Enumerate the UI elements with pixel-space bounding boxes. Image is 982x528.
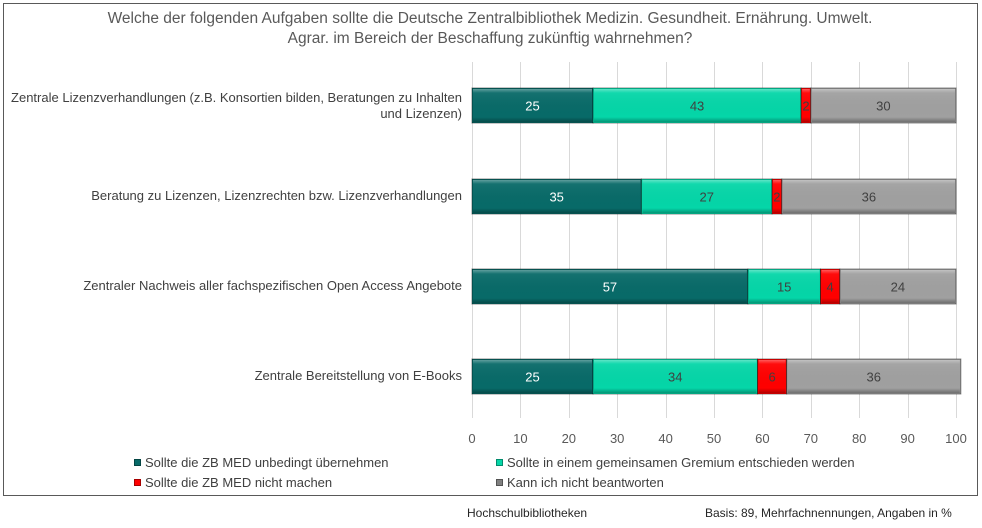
legend-label-2: Sollte in einem gemeinsamen Gremium ents…	[507, 455, 855, 470]
bar-segment: 36	[781, 178, 957, 215]
data-label: 4	[827, 280, 834, 295]
bar-bevel	[473, 270, 747, 303]
bar-segment: 15	[747, 268, 821, 305]
x-tick-label: 30	[610, 431, 624, 446]
x-tick-label: 0	[468, 431, 475, 446]
chart-title-line-1: Welche der folgenden Aufgaben sollte die…	[107, 10, 873, 27]
bar-segment: 57	[471, 268, 749, 305]
x-tick-label: 80	[852, 431, 866, 446]
data-label: 35	[549, 190, 563, 205]
bar-segment: 30	[810, 87, 957, 124]
category-label-3-line-1: Zentraler Nachweis aller fachspezifische…	[83, 278, 462, 293]
x-tick-label: 60	[755, 431, 769, 446]
bar-bevel	[473, 360, 592, 393]
bar-segment: 27	[640, 178, 773, 215]
bar-segment: 35	[471, 178, 642, 215]
bar-segment: 34	[592, 358, 759, 395]
data-label: 36	[866, 370, 880, 385]
data-label: 6	[768, 370, 775, 385]
data-label: 36	[862, 190, 876, 205]
bars: 25 43 2 30 35 27 2 36 57 15 4 24 25 34 6 36	[471, 87, 962, 395]
data-label: 2	[773, 190, 780, 205]
data-label: 25	[525, 370, 539, 385]
legend-swatch-3	[134, 479, 141, 486]
legend-label-1: Sollte die ZB MED unbedingt übernehmen	[145, 455, 389, 470]
bar-segment: 4	[819, 268, 841, 305]
bar-bevel	[840, 270, 955, 303]
footer-basis: Basis: 89, Mehrfachnennungen, Angaben in…	[705, 506, 952, 520]
category-label-1-line-1: Zentrale Lizenzverhandlungen (z.B. Konso…	[11, 90, 462, 105]
category-label-1: Zentrale Lizenzverhandlungen (z.B. Konso…	[0, 90, 462, 122]
bar-bevel	[594, 360, 757, 393]
data-label: 43	[690, 99, 704, 114]
bar-segment: 36	[786, 358, 962, 395]
bar-bevel	[782, 180, 955, 213]
bar-bevel	[748, 270, 820, 303]
category-label-3: Zentraler Nachweis aller fachspezifische…	[0, 278, 462, 294]
data-label: 57	[603, 280, 617, 295]
bar-segment: 6	[757, 358, 788, 395]
chart-title-line-2: Agrar. im Bereich der Beschaffung zukünf…	[287, 30, 693, 47]
bar-bevel	[473, 89, 592, 122]
bar-segment: 25	[471, 87, 594, 124]
bar-bevel	[642, 180, 772, 213]
chart-frame	[3, 3, 978, 496]
bar-bevel	[787, 360, 960, 393]
bar-segment: 43	[592, 87, 802, 124]
legend-swatch-2	[496, 459, 503, 466]
bar-segment: 24	[839, 268, 957, 305]
category-label-4: Zentrale Bereitstellung von E-Books	[0, 368, 462, 384]
category-label-2-line-1: Beratung zu Lizenzen, Lizenzrechten bzw.…	[91, 188, 462, 203]
bar-bevel	[821, 270, 839, 303]
bar-bevel	[594, 89, 801, 122]
data-label: 27	[700, 190, 714, 205]
bar-segment: 2	[771, 178, 783, 215]
bar-bevel	[773, 180, 781, 213]
legend-item-3: Sollte die ZB MED nicht machen	[134, 475, 332, 491]
x-axis-ticks: 0 10 20 30 40 50 60 70 80 90 100	[468, 431, 966, 446]
bar-segment: 2	[800, 87, 812, 124]
category-label-1-line-2: und Lizenzen)	[380, 106, 462, 121]
legend-label-4: Kann ich nicht beantworten	[507, 475, 664, 490]
legend-label-3: Sollte die ZB MED nicht machen	[145, 475, 333, 490]
legend-item-1: Sollte die ZB MED unbedingt übernehmen	[134, 455, 389, 471]
x-tick-label: 90	[900, 431, 914, 446]
data-label: 24	[891, 280, 905, 295]
x-tick-label: 100	[945, 431, 967, 446]
legend-item-2: Sollte in einem gemeinsamen Gremium ents…	[496, 455, 855, 471]
data-label: 34	[668, 370, 682, 385]
bar-bevel	[758, 360, 786, 393]
data-label: 15	[777, 280, 791, 295]
x-tick-label: 10	[513, 431, 527, 446]
legend-swatch-1	[134, 459, 141, 466]
footer-group: Hochschulbibliotheken	[467, 506, 588, 520]
bar-bevel	[802, 89, 810, 122]
data-label: 2	[802, 99, 809, 114]
x-tick-label: 20	[562, 431, 576, 446]
bar-segment: 25	[471, 358, 594, 395]
x-tick-label: 50	[707, 431, 721, 446]
category-label-4-line-1: Zentrale Bereitstellung von E-Books	[254, 368, 462, 383]
x-tick-label: 40	[658, 431, 672, 446]
x-tick-label: 70	[804, 431, 818, 446]
chart-title: Welche der folgenden Aufgaben sollte die…	[40, 9, 940, 49]
data-label: 25	[525, 99, 539, 114]
legend-item-4: Kann ich nicht beantworten	[496, 475, 664, 491]
bar-bevel	[473, 180, 641, 213]
legend-swatch-4	[496, 479, 503, 486]
bar-bevel	[811, 89, 955, 122]
category-label-2: Beratung zu Lizenzen, Lizenzrechten bzw.…	[0, 188, 462, 204]
data-label: 30	[876, 99, 890, 114]
